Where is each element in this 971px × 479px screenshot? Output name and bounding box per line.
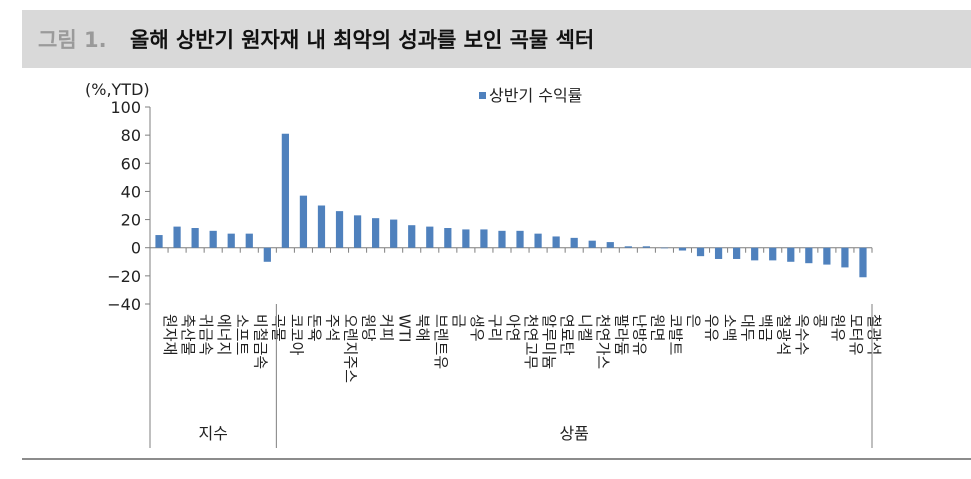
category-label: 귀금속 xyxy=(197,314,215,356)
category-label: 원자재 xyxy=(161,314,179,355)
bar xyxy=(462,229,470,248)
category-label: 구리 xyxy=(486,314,504,342)
category-label: 축산물 xyxy=(179,314,197,355)
bar xyxy=(769,247,777,261)
bar xyxy=(372,218,380,248)
category-label: 천연고무 xyxy=(522,314,540,369)
bar xyxy=(408,225,416,248)
bar xyxy=(209,230,217,248)
category-label: 은 xyxy=(684,314,702,328)
bar xyxy=(353,215,362,248)
bar xyxy=(805,247,813,264)
category-label: 금 xyxy=(450,314,468,328)
category-label: 철광석 xyxy=(865,314,883,355)
bar xyxy=(191,228,199,248)
category-label: 코코아 xyxy=(287,314,305,356)
category-label: 철광석 xyxy=(775,314,793,355)
y-tick-label: 100 xyxy=(110,98,141,117)
category-label: 난방유 xyxy=(630,314,648,356)
bar xyxy=(516,230,524,248)
group-label: 상품 xyxy=(559,424,588,443)
category-label: 옥수수 xyxy=(793,314,811,355)
category-label: 아연 xyxy=(504,314,522,342)
category-label: 코발트 xyxy=(666,314,684,356)
bar xyxy=(480,229,488,248)
bar xyxy=(660,247,669,249)
category-label: 니켈 xyxy=(576,314,594,342)
group-label: 지수 xyxy=(198,424,227,443)
bar xyxy=(733,247,741,259)
bar xyxy=(263,247,271,262)
category-label: 커피 xyxy=(378,314,396,342)
category-label: 우유 xyxy=(703,314,721,342)
y-tick-label: 40 xyxy=(121,182,141,201)
bar xyxy=(570,237,578,248)
category-label: 팔라듐 xyxy=(612,314,630,356)
y-tick-label: −40 xyxy=(107,295,141,314)
bar xyxy=(335,211,344,248)
bar xyxy=(245,233,253,248)
category-label: 원면 xyxy=(648,314,666,342)
category-label: 소맥 xyxy=(721,314,739,342)
bar xyxy=(281,133,289,248)
bar xyxy=(317,205,326,248)
category-label: 천연가스 xyxy=(594,314,612,369)
y-tick-label: 20 xyxy=(121,211,141,230)
category-label: WTI xyxy=(396,314,414,342)
category-label: 북해 xyxy=(414,314,432,342)
category-label: 브렌트유 xyxy=(432,314,450,369)
category-label: 백금 xyxy=(757,314,775,342)
bar xyxy=(841,247,849,268)
y-tick-label: −20 xyxy=(107,267,141,286)
category-label: 에너지 xyxy=(215,314,233,355)
bar xyxy=(390,219,398,248)
bar xyxy=(534,233,542,248)
figure-title: 올해 상반기 원자재 내 최악의 성과를 보인 곡물 섹터 xyxy=(130,28,595,52)
bar xyxy=(227,233,235,248)
bar xyxy=(552,236,560,248)
category-label: 주석 xyxy=(323,314,341,342)
bar xyxy=(823,247,831,265)
category-label: 곡물 xyxy=(269,314,287,342)
category-label: 대두 xyxy=(739,314,757,342)
figure-title-bar: 그림 1. 올해 상반기 원자재 내 최악의 성과를 보인 곡물 섹터 xyxy=(22,10,971,68)
bar xyxy=(173,226,181,248)
bar xyxy=(444,228,452,248)
bar xyxy=(787,247,795,262)
figure-number: 그림 1. xyxy=(38,28,107,52)
bar xyxy=(624,246,632,248)
bar xyxy=(498,230,506,248)
category-label: 원당 xyxy=(360,314,378,342)
category-label: 연료탄 xyxy=(558,314,576,356)
bar xyxy=(299,195,308,248)
y-tick-label: 60 xyxy=(121,154,141,173)
bar xyxy=(606,242,614,248)
bar xyxy=(859,247,867,278)
category-label: 콩 xyxy=(811,314,829,328)
category-label: 비철금속 xyxy=(251,314,269,369)
category-label: 생우 xyxy=(468,314,486,342)
bar xyxy=(751,247,759,261)
category-label: 돈육 xyxy=(305,314,323,342)
category-label: 소프트 xyxy=(233,314,251,356)
category-label: 알루미늄 xyxy=(540,314,558,369)
legend-label: 상반기 수익률 xyxy=(489,86,582,105)
bottom-divider xyxy=(22,458,971,460)
bar xyxy=(642,246,650,248)
bar xyxy=(714,247,723,259)
y-axis-unit-label: (%,YTD) xyxy=(85,80,150,99)
legend-swatch xyxy=(479,92,486,99)
bar xyxy=(588,240,596,248)
y-tick-label: 80 xyxy=(121,126,141,145)
y-tick-label: 0 xyxy=(131,239,141,258)
bar xyxy=(426,226,434,248)
bar xyxy=(678,247,687,251)
category-label: 원유 xyxy=(829,314,847,342)
category-label: 오렌지주스 xyxy=(342,314,360,383)
bar xyxy=(696,247,705,257)
bar xyxy=(155,235,163,248)
category-label: 모터유 xyxy=(847,314,865,356)
